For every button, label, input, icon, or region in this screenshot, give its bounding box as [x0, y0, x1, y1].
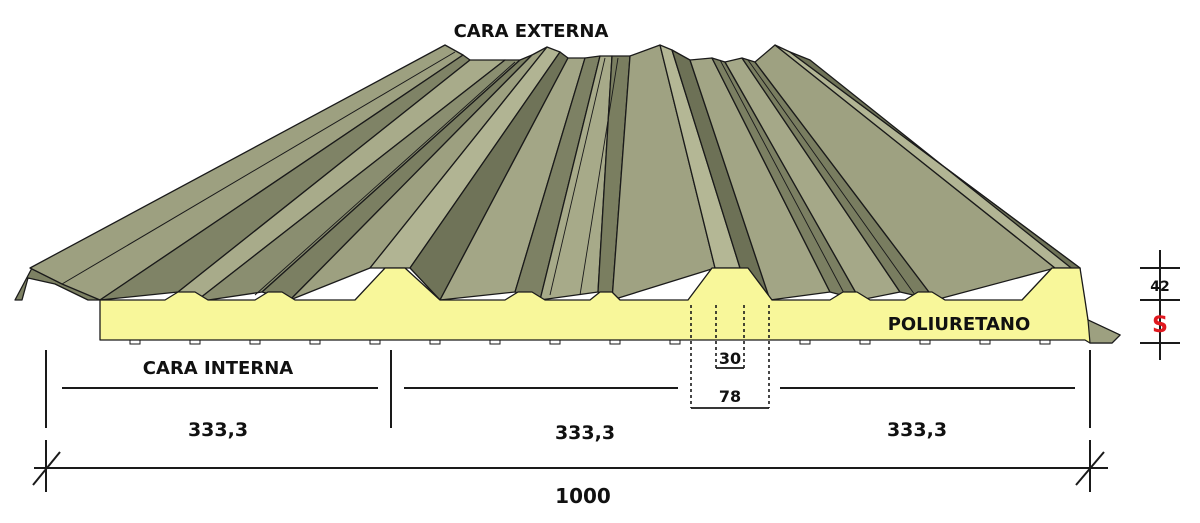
sheet-crease: [747, 59, 916, 296]
bottom-overlap-lip: [1087, 319, 1122, 344]
section-dimension-lines: [45, 350, 1091, 428]
total-width-label: 1000: [555, 484, 611, 508]
internal-liner-ribs: [129, 340, 1051, 345]
sheet-crease: [719, 59, 846, 296]
section-1-dimension: 333,3: [188, 419, 248, 441]
sheet-crease: [254, 61, 516, 296]
section-2-dimension: 333,3: [555, 422, 615, 444]
thickness-label: S: [1152, 313, 1168, 338]
polyurethane-core: [99, 267, 1122, 345]
crest-dimension-guides: [690, 305, 770, 408]
foam-section: [99, 267, 1121, 344]
sheet-crease: [61, 51, 456, 285]
external-face-label: CARA EXTERNA: [454, 21, 609, 42]
crest-top-label: 30: [719, 349, 741, 368]
crest-base-label: 78: [719, 387, 741, 406]
internal-face-label: CARA INTERNA: [143, 358, 293, 379]
thickness-dimension: [1140, 250, 1180, 360]
section-3-dimension: 333,3: [887, 419, 947, 441]
total-width-dimension: [32, 440, 1108, 492]
sheet-crease: [549, 57, 606, 296]
rib-height-label: 42: [1150, 279, 1169, 295]
core-label: POLIURETANO: [888, 314, 1031, 335]
sheet-crease: [579, 57, 619, 296]
external-steel-sheet: [14, 44, 1081, 303]
